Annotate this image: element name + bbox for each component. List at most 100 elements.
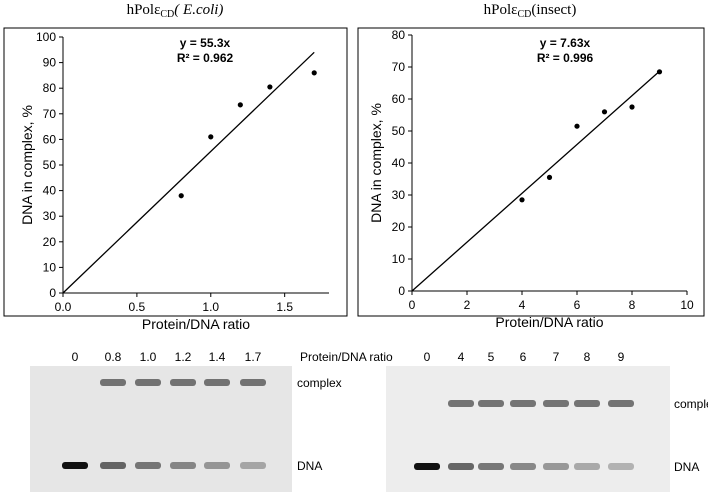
x-tick-label: 0 <box>409 298 416 312</box>
y-tick-label: 50 <box>392 124 406 138</box>
x-tick-label: 10 <box>680 298 694 312</box>
chart-title: hPolεCD(insect) <box>484 2 577 20</box>
y-tick-label: 80 <box>43 81 57 95</box>
y-tick-label: 30 <box>392 188 406 202</box>
title-part: hPolε <box>127 2 161 18</box>
trendline-equation: y = 55.3x <box>180 36 231 50</box>
trendline <box>62 51 315 294</box>
lane-label: 1.7 <box>245 350 262 364</box>
data-point <box>546 174 553 180</box>
lane-label: 8 <box>584 350 591 364</box>
dna-band <box>204 462 230 469</box>
dna-band <box>608 463 634 470</box>
data-point <box>656 69 663 75</box>
y-tick-label: 60 <box>392 92 406 106</box>
lane-label: 1.0 <box>140 350 157 364</box>
dna-band <box>240 462 266 469</box>
dna-band <box>543 463 569 470</box>
data-point <box>237 102 243 108</box>
lane-label: 7 <box>553 350 560 364</box>
dna-band <box>62 462 88 469</box>
dna-band <box>414 463 440 470</box>
x-tick-label: 4 <box>519 298 526 312</box>
complex-band <box>478 400 504 407</box>
data-point <box>601 109 608 115</box>
title-part: ( E.coli) <box>174 2 223 18</box>
data-point <box>178 193 184 199</box>
x-tick-label: 1.0 <box>202 300 219 314</box>
y-tick-label: 30 <box>43 209 57 223</box>
dna-band <box>100 462 126 469</box>
complex-band <box>135 379 161 386</box>
y-tick-label: 20 <box>392 220 406 234</box>
dna-band <box>574 463 600 470</box>
r-squared: R² = 0.996 <box>537 51 594 65</box>
complex-band <box>543 400 569 407</box>
band-label: complex <box>297 376 342 390</box>
title-part: hPolε <box>484 2 518 18</box>
complex-band <box>574 400 600 407</box>
data-point <box>574 123 580 129</box>
lane-label: 1.2 <box>175 350 192 364</box>
data-point <box>629 104 635 110</box>
x-tick-label: 0.0 <box>55 300 72 314</box>
y-tick-label: 60 <box>43 132 57 146</box>
dna-band <box>478 463 504 470</box>
title-part: CD <box>517 9 531 20</box>
gel-header: Protein/DNA ratio <box>300 350 393 364</box>
lane-label: 4 <box>458 350 465 364</box>
complex-band <box>510 400 536 407</box>
title-part: CD <box>160 9 174 20</box>
lane-label: 9 <box>618 350 625 364</box>
complex-band <box>240 379 266 386</box>
data-point <box>519 197 525 203</box>
chart-title: hPolεCD( E.coli) <box>127 2 224 20</box>
x-tick-label: 0.5 <box>129 300 146 314</box>
complex-band <box>204 379 230 386</box>
y-tick-label: 10 <box>392 252 406 266</box>
complex-band <box>100 379 126 386</box>
complex-band <box>170 379 196 386</box>
complex-band <box>608 400 634 407</box>
dna-band <box>170 462 196 469</box>
x-tick-label: 6 <box>574 298 581 312</box>
y-tick-label: 40 <box>392 156 406 170</box>
y-tick-label: 80 <box>392 28 406 42</box>
band-label: DNA <box>674 460 699 474</box>
gel <box>386 366 670 492</box>
trendline-equation: y = 7.63x <box>540 36 591 50</box>
data-point <box>267 84 273 90</box>
lane-label: 0 <box>424 350 431 364</box>
x-tick-label: 8 <box>629 298 636 312</box>
band-label: DNA <box>297 459 322 473</box>
y-tick-label: 70 <box>392 60 406 74</box>
dna-band <box>510 463 536 470</box>
y-tick-label: 70 <box>43 107 57 121</box>
lane-label: 0.8 <box>105 350 122 364</box>
y-axis-label: DNA in complex, % <box>368 103 384 223</box>
y-tick-label: 50 <box>43 158 57 172</box>
y-tick-label: 90 <box>43 56 57 70</box>
y-tick-label: 100 <box>36 30 56 44</box>
complex-band <box>448 400 474 407</box>
title-part: (insect) <box>531 2 576 18</box>
trendline <box>411 70 660 292</box>
y-tick-label: 0 <box>398 284 405 298</box>
y-tick-label: 40 <box>43 184 57 198</box>
data-point <box>311 70 317 76</box>
lane-label: 1.4 <box>209 350 226 364</box>
chart-frame <box>357 27 705 317</box>
x-tick-label: 2 <box>464 298 471 312</box>
gel <box>30 366 292 492</box>
lane-label: 0 <box>72 350 79 364</box>
x-axis-label: Protein/DNA ratio <box>142 316 250 332</box>
lane-label: 6 <box>520 350 527 364</box>
r-squared: R² = 0.962 <box>177 51 234 65</box>
chart-frame <box>3 27 348 317</box>
x-tick-label: 1.5 <box>276 300 293 314</box>
dna-band <box>448 463 474 470</box>
x-axis-label: Protein/DNA ratio <box>495 314 603 330</box>
band-label: complex <box>674 397 708 411</box>
